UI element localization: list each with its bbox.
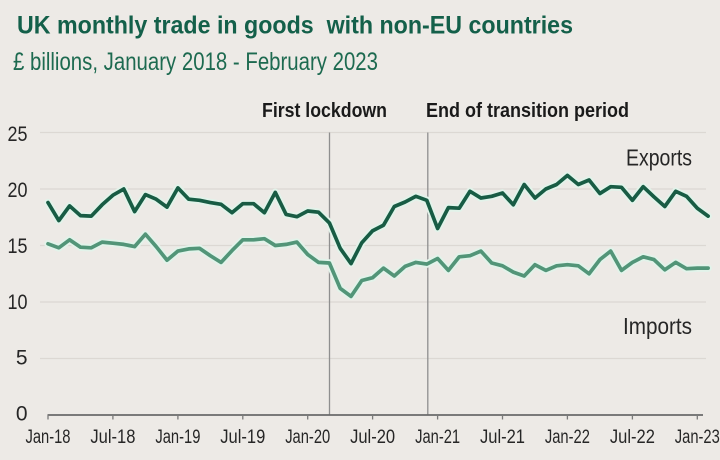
svg-text:Exports: Exports [626,145,692,171]
svg-text:End of transition period: End of transition period [426,100,629,122]
svg-text:0: 0 [16,403,28,426]
svg-text:15: 15 [8,235,28,258]
svg-text:5: 5 [16,347,28,370]
svg-text:Jul-22: Jul-22 [610,427,655,448]
svg-text:UK monthly trade in goods wit: UK monthly trade in goods with non-EU co… [17,12,573,40]
svg-text:Jul-19: Jul-19 [220,427,265,448]
svg-text:Jul-18: Jul-18 [90,427,135,448]
svg-text:20: 20 [8,179,28,202]
svg-text:Jul-20: Jul-20 [350,427,395,448]
svg-text:25: 25 [8,123,28,146]
svg-text:Jan-20: Jan-20 [285,427,330,448]
svg-text:10: 10 [8,291,28,314]
svg-text:Jul-21: Jul-21 [480,427,525,448]
svg-text:Jan-19: Jan-19 [155,427,200,448]
svg-text:Jan-23: Jan-23 [675,427,720,448]
svg-text:First lockdown: First lockdown [262,100,387,122]
svg-text:Jan-18: Jan-18 [26,427,71,448]
svg-text:£ billions, January 2018 - Feb: £ billions, January 2018 - February 2023 [13,48,378,76]
svg-text:Imports: Imports [623,313,692,339]
svg-text:Jan-22: Jan-22 [545,427,590,448]
svg-text:Jan-21: Jan-21 [415,427,460,448]
